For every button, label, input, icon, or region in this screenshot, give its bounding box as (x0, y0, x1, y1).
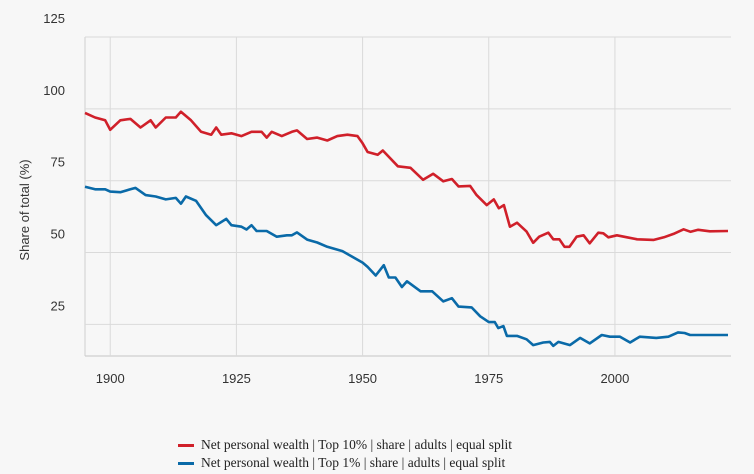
legend-item-top10[interactable]: Net personal wealth | Top 10% | share | … (178, 437, 512, 453)
legend-swatch-top10 (178, 443, 194, 447)
series-line-top10 (84, 110, 729, 249)
x-tick-label-1900: 1900 (96, 371, 125, 386)
y-tick-label-25: 25 (51, 298, 65, 313)
grid (84, 36, 731, 357)
y-tick-label-100: 100 (43, 83, 65, 98)
legend-item-top1[interactable]: Net personal wealth | Top 1% | share | a… (178, 455, 505, 471)
y-axis-label: Share of total (%) (17, 159, 32, 260)
y-axis-ticks: 25 50 75 100 125 (43, 11, 65, 313)
legend-swatch-top1 (178, 461, 194, 465)
x-tick-label-1925: 1925 (222, 371, 251, 386)
x-tick-label-2000: 2000 (600, 371, 629, 386)
y-tick-label-75: 75 (51, 155, 65, 170)
y-tick-label-50: 50 (51, 227, 65, 242)
legend-label-top1: Net personal wealth | Top 1% | share | a… (201, 455, 506, 470)
x-tick-label-1950: 1950 (348, 371, 377, 386)
y-tick-label-125: 125 (43, 11, 65, 26)
series-lines (84, 110, 729, 348)
series-line-top1 (84, 185, 728, 348)
x-axis-ticks: 1900 1925 1950 1975 2000 (96, 371, 630, 386)
legend-label-top10: Net personal wealth | Top 10% | share | … (201, 437, 513, 452)
x-tick-label-1975: 1975 (474, 371, 503, 386)
